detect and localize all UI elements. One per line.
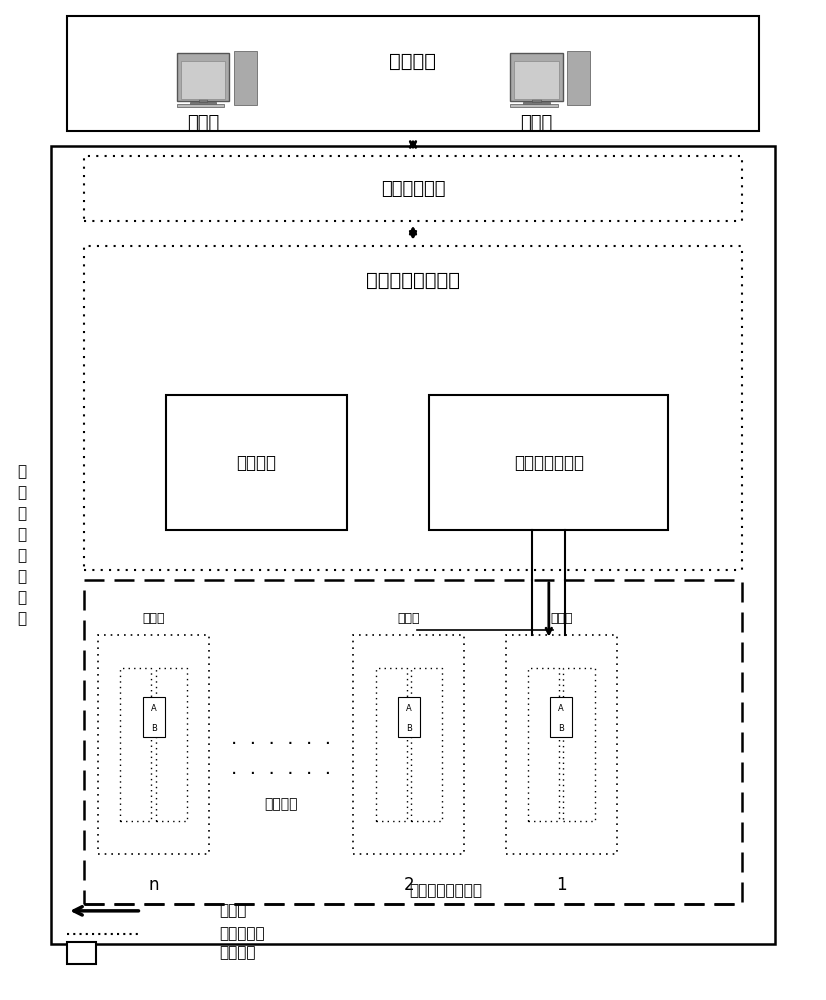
Bar: [199, 99, 207, 103]
Text: 1: 1: [556, 876, 567, 894]
Text: ·  ·  ·  ·  ·  ·: · · · · · ·: [231, 765, 331, 784]
Text: 传感器: 传感器: [142, 612, 165, 625]
Text: B: B: [151, 724, 157, 733]
Text: 异
物
侵
限
监
测
系
统: 异 物 侵 限 监 测 系 统: [17, 464, 26, 626]
Bar: [510, 104, 558, 107]
Bar: [567, 51, 590, 105]
Text: 2: 2: [404, 876, 414, 894]
Text: n: n: [149, 876, 159, 894]
Bar: [50, 146, 776, 944]
Bar: [156, 668, 187, 821]
Text: 光纤光栅解调器: 光纤光栅解调器: [514, 454, 584, 472]
Bar: [190, 102, 216, 105]
Text: 传感器: 传感器: [397, 612, 420, 625]
Text: 监控主机系统: 监控主机系统: [381, 180, 445, 198]
Text: A: A: [558, 704, 564, 713]
Bar: [166, 395, 347, 530]
Bar: [121, 668, 151, 821]
Text: 工务段: 工务段: [187, 114, 219, 132]
Text: 光信号: 光信号: [220, 903, 247, 918]
Text: 异物侵限检测系统: 异物侵限检测系统: [366, 271, 460, 290]
Text: 传感器: 传感器: [550, 612, 572, 625]
Bar: [515, 61, 558, 99]
Text: 异物侵限感测系统: 异物侵限感测系统: [410, 883, 482, 898]
Text: 网络接口: 网络接口: [236, 454, 277, 472]
Bar: [98, 635, 209, 854]
Bar: [411, 668, 442, 821]
Bar: [83, 580, 743, 904]
Bar: [506, 635, 617, 854]
Text: B: B: [558, 724, 564, 733]
Text: A: A: [406, 704, 411, 713]
Text: A: A: [151, 704, 157, 713]
Bar: [510, 53, 563, 101]
Text: 铁路局: 铁路局: [520, 114, 553, 132]
Text: 监控终端: 监控终端: [390, 52, 436, 71]
Bar: [177, 53, 230, 101]
Bar: [533, 99, 540, 103]
Bar: [528, 668, 559, 821]
Bar: [83, 246, 743, 570]
Bar: [181, 61, 225, 99]
Bar: [398, 697, 420, 737]
Bar: [354, 635, 464, 854]
Text: ·  ·  ·  ·  ·  ·: · · · · · ·: [231, 735, 331, 754]
Text: 网内光信号: 网内光信号: [220, 926, 265, 941]
Bar: [563, 668, 595, 821]
Bar: [83, 156, 743, 221]
Text: 单光网片: 单光网片: [264, 797, 298, 811]
Bar: [524, 102, 549, 105]
Bar: [67, 942, 96, 964]
Bar: [177, 104, 224, 107]
Bar: [67, 16, 759, 131]
Text: 光传感器: 光传感器: [220, 945, 256, 960]
Bar: [234, 51, 257, 105]
Bar: [143, 697, 164, 737]
Bar: [550, 697, 572, 737]
Text: B: B: [406, 724, 412, 733]
Bar: [376, 668, 406, 821]
Bar: [430, 395, 668, 530]
